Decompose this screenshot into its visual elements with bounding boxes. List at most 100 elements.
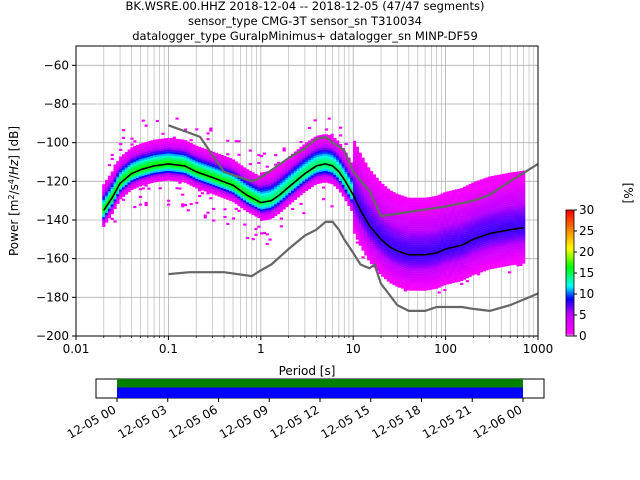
psd-cell bbox=[155, 176, 159, 179]
psd-cell bbox=[460, 271, 464, 274]
psd-cell bbox=[398, 235, 402, 238]
psd-cell bbox=[130, 164, 134, 167]
psd-cell bbox=[257, 190, 261, 193]
psd-cell bbox=[220, 195, 224, 198]
psd-cell bbox=[496, 256, 500, 259]
psd-cell bbox=[513, 253, 517, 256]
psd-cell bbox=[105, 189, 109, 192]
psd-cell bbox=[493, 239, 498, 242]
psd-cell bbox=[364, 193, 368, 196]
psd-cell bbox=[434, 246, 438, 249]
psd-cell bbox=[181, 162, 185, 165]
psd-cell bbox=[474, 220, 478, 223]
psd-cell bbox=[136, 148, 140, 151]
psd-cell bbox=[403, 289, 407, 292]
psd-cell bbox=[293, 161, 298, 164]
psd-cell bbox=[454, 193, 458, 196]
psd-cell bbox=[510, 218, 515, 221]
psd-cell bbox=[164, 142, 168, 145]
psd-cell bbox=[127, 166, 131, 170]
psd-cell bbox=[398, 198, 402, 201]
psd-cell bbox=[324, 169, 329, 172]
psd-cell bbox=[350, 177, 354, 181]
psd-cell bbox=[451, 228, 455, 231]
psd-cell bbox=[147, 164, 151, 167]
psd-cell bbox=[271, 186, 275, 190]
psd-cell bbox=[420, 246, 424, 249]
psd-cell bbox=[302, 212, 306, 215]
psd-cell bbox=[507, 182, 512, 185]
psd-cell bbox=[448, 194, 453, 197]
psd-cell bbox=[415, 226, 419, 229]
psd-cell bbox=[446, 259, 450, 262]
psd-cell bbox=[381, 208, 385, 212]
psd-cell bbox=[499, 226, 503, 229]
psd-cell bbox=[305, 150, 309, 153]
psd-cell bbox=[113, 179, 117, 183]
psd-cell bbox=[302, 161, 306, 164]
psd-cell bbox=[434, 269, 438, 272]
psd-cell bbox=[400, 222, 405, 225]
psd-cell bbox=[426, 257, 430, 260]
psd-cell bbox=[386, 227, 391, 230]
psd-cell bbox=[164, 140, 168, 143]
psd-cell bbox=[367, 198, 371, 201]
psd-cell bbox=[477, 180, 481, 183]
psd-cell bbox=[254, 200, 258, 204]
psd-cell bbox=[429, 270, 433, 273]
psd-cell bbox=[406, 263, 410, 266]
psd-cell bbox=[485, 206, 489, 209]
psd-cell bbox=[364, 208, 368, 212]
psd-cell bbox=[375, 255, 379, 258]
psd-cell bbox=[420, 267, 424, 270]
psd-cell bbox=[510, 210, 515, 214]
psd-cell bbox=[175, 150, 179, 153]
psd-cell bbox=[350, 189, 354, 192]
psd-cell bbox=[462, 209, 467, 213]
psd-cell bbox=[375, 179, 379, 182]
psd-cell bbox=[372, 215, 376, 218]
psd-cell bbox=[265, 242, 269, 246]
psd-cell bbox=[310, 179, 314, 182]
psd-cell bbox=[502, 220, 506, 223]
psd-cell bbox=[443, 275, 447, 278]
psd-cell bbox=[462, 267, 467, 271]
psd-cell bbox=[474, 200, 478, 203]
psd-cell bbox=[420, 265, 424, 268]
psd-cell bbox=[474, 272, 478, 275]
psd-cell bbox=[282, 174, 286, 177]
psd-cell bbox=[322, 161, 326, 164]
psd-cell bbox=[448, 225, 453, 228]
psd-cell bbox=[491, 204, 495, 208]
psd-cell bbox=[141, 177, 145, 180]
psd-cell bbox=[296, 164, 300, 167]
psd-cell bbox=[268, 196, 272, 199]
psd-cell bbox=[423, 238, 427, 241]
psd-cell bbox=[488, 224, 492, 227]
psd-cell bbox=[395, 236, 399, 239]
psd-cell bbox=[417, 248, 422, 251]
psd-cell bbox=[121, 161, 126, 165]
psd-cell bbox=[403, 237, 407, 240]
psd-cell bbox=[347, 202, 351, 205]
psd-cell bbox=[417, 226, 422, 229]
psd-cell bbox=[375, 226, 379, 229]
psd-cell bbox=[457, 271, 461, 275]
psd-cell bbox=[477, 261, 481, 264]
psd-cell bbox=[409, 257, 413, 260]
psd-cell bbox=[229, 175, 233, 178]
psd-cell bbox=[319, 138, 323, 141]
psd-cell bbox=[237, 163, 241, 166]
psd-cell bbox=[417, 275, 422, 278]
psd-cell bbox=[499, 214, 503, 218]
psd-cell bbox=[437, 229, 441, 232]
psd-cell bbox=[440, 243, 444, 246]
psd-cell bbox=[482, 267, 486, 270]
psd-cell bbox=[262, 191, 267, 194]
psd-cell bbox=[488, 186, 492, 189]
psd-cell bbox=[276, 169, 281, 172]
psd-cell bbox=[172, 146, 176, 149]
psd-cell bbox=[426, 245, 430, 248]
psd-cell bbox=[471, 263, 475, 266]
psd-cell bbox=[491, 195, 495, 198]
